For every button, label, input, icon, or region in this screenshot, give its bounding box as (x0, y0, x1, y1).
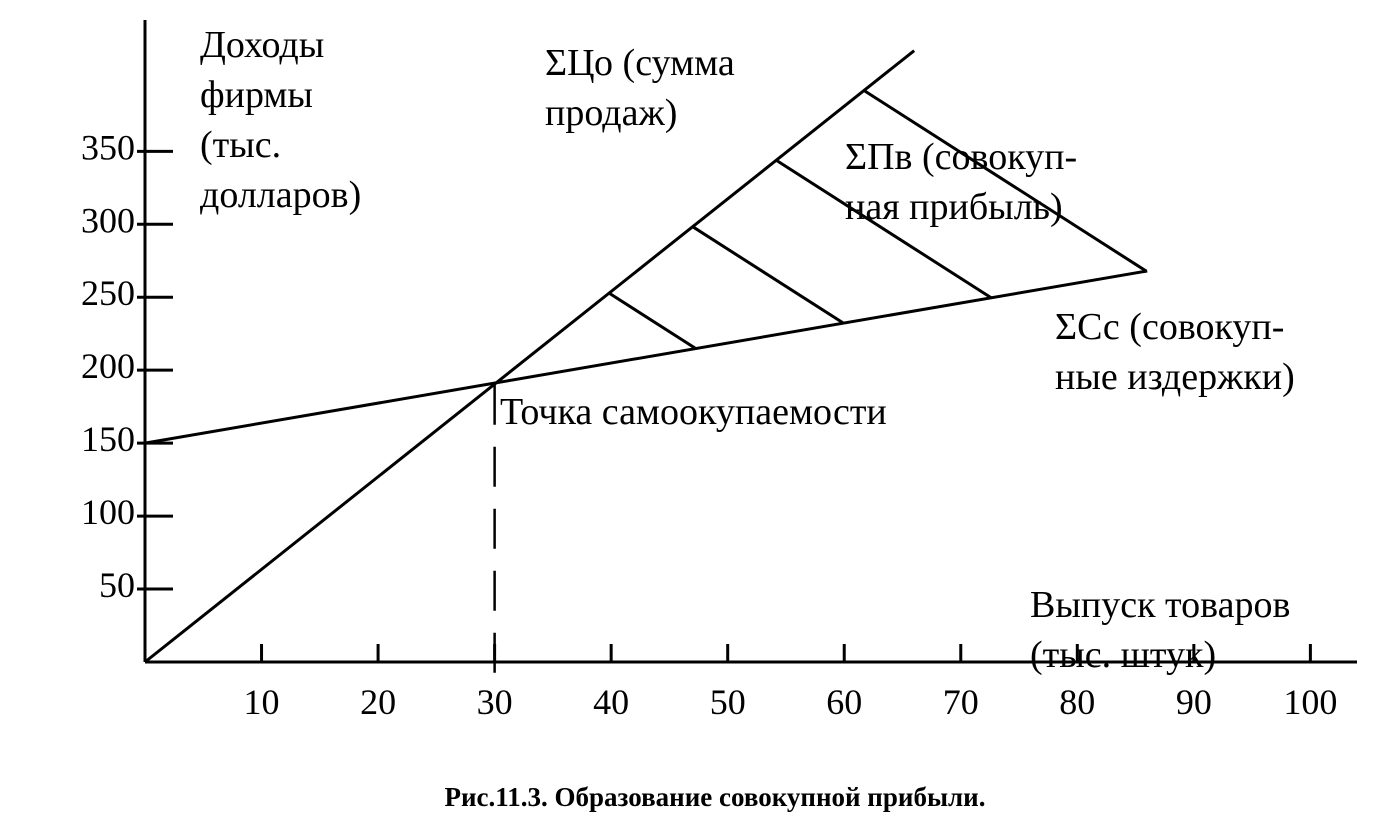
series-line (144, 269, 1148, 445)
y-tick-label: 150 (81, 419, 135, 459)
x-tick-label: 60 (826, 682, 862, 722)
y-tick-label: 50 (99, 565, 135, 605)
x-tick-label: 90 (1176, 682, 1212, 722)
x-tick-label: 100 (1283, 682, 1337, 722)
profit-hatch (691, 225, 845, 325)
x-tick-label: 30 (477, 682, 513, 722)
y-tick-label: 100 (81, 492, 135, 532)
caption: Рис.11.3. Образование совокупной прибыли… (445, 782, 986, 812)
y-tick-label: 250 (81, 273, 135, 313)
y-tick-label: 350 (81, 128, 135, 168)
x-tick-label: 70 (943, 682, 979, 722)
y-tick-label: 300 (81, 201, 135, 241)
y-tick-label: 200 (81, 346, 135, 386)
break-even-label: Точка самоокупаемости (500, 391, 887, 433)
profit-hatch (863, 89, 1148, 273)
profit-hatch (775, 158, 992, 300)
x-tick-label: 40 (593, 682, 629, 722)
x-tick-label: 50 (710, 682, 746, 722)
series-label: ΣЦо (сумма продаж) (545, 42, 735, 134)
profit-label: ΣПв (совокуп-ная прибыль) (845, 136, 1077, 228)
x-axis-label: Выпуск товаров (тыс. штук) (1030, 584, 1290, 676)
profit-hatch (608, 291, 697, 350)
series-label: ΣСс (совокуп-ные издержки) (1055, 306, 1295, 398)
x-tick-label: 10 (244, 682, 280, 722)
x-tick-label: 80 (1059, 682, 1095, 722)
y-axis-label: Доходы фирмы (тыс. долларов) (200, 24, 361, 216)
series-line (144, 49, 916, 664)
x-tick-label: 20 (360, 682, 396, 722)
